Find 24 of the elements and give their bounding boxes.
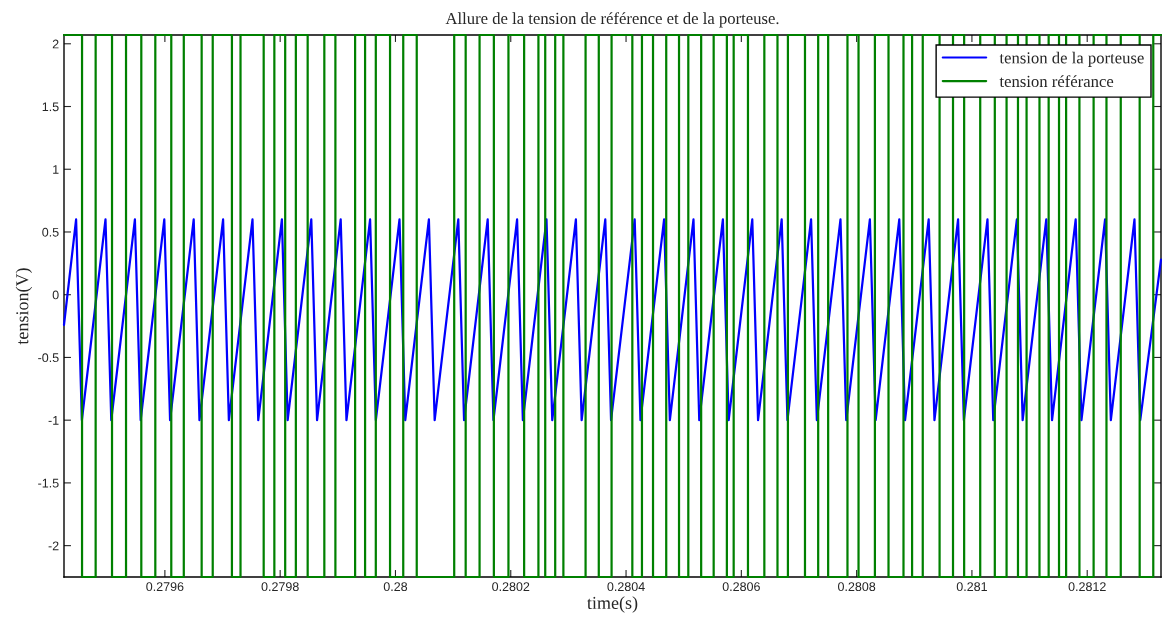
line-series: [62, 218, 1162, 422]
x-tick-label: 0.2812: [1068, 582, 1106, 592]
y-tick-label: 1.5: [42, 102, 59, 112]
x-tick-label: 0.2808: [838, 582, 876, 592]
x-tick-label: 0.2802: [492, 582, 530, 592]
x-tick-label: 0.281: [956, 582, 987, 592]
y-tick-label: -1: [48, 416, 59, 425]
y-tick-label: 2: [52, 39, 59, 49]
y-axis-title: tension(V): [15, 268, 33, 345]
x-tick-label: 0.2796: [146, 582, 184, 592]
chart-title: Allure de la tension de référence et de la porteuse.: [445, 12, 779, 28]
x-tick-label: 0.2806: [722, 582, 760, 592]
legend-label: tension de la porteuse: [999, 51, 1144, 67]
x-axis-title: time(s): [587, 596, 638, 613]
y-tick-label: -2: [48, 541, 59, 551]
x-tick-label: 0.28: [383, 582, 408, 592]
x-tick-label: 0.2804: [607, 582, 645, 592]
legend-label: tension référance: [999, 75, 1114, 88]
y-tick-label: 1: [53, 165, 59, 174]
y-tick-label: 0.5: [42, 227, 59, 237]
x-tick-label: 0.2798: [261, 582, 299, 592]
y-tick-label: 0: [52, 290, 59, 300]
y-tick-label: -0.5: [38, 353, 59, 363]
y-tick-label: -1.5: [38, 478, 59, 488]
